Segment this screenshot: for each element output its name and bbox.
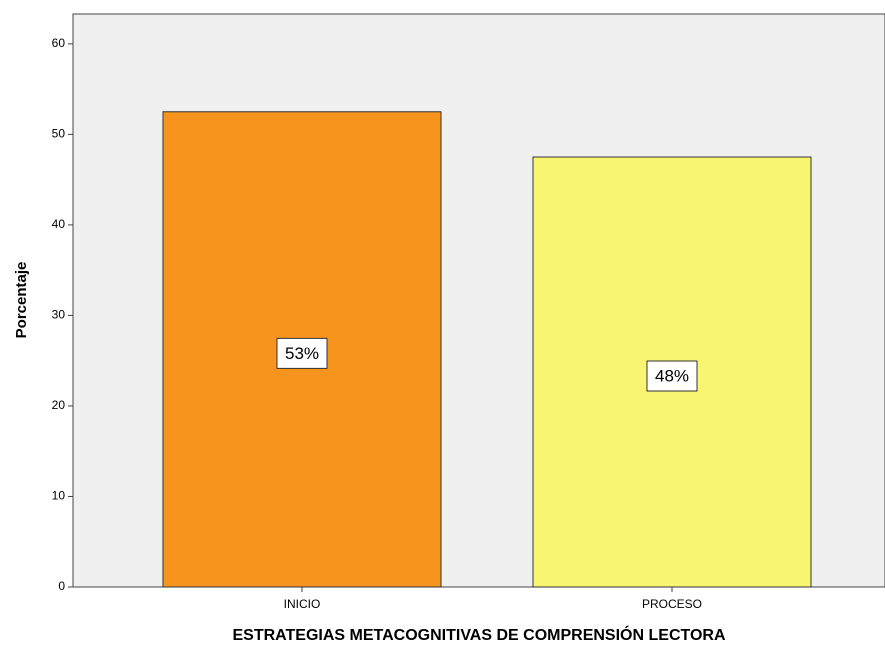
value-label: 48% xyxy=(655,366,689,385)
y-tick-label: 30 xyxy=(52,308,66,322)
y-tick-label: 10 xyxy=(52,489,66,503)
y-axis-title: Porcentaje xyxy=(13,262,30,339)
value-label-box xyxy=(276,337,328,369)
x-axis-title: ESTRATEGIAS METACOGNITIVAS DE COMPRENSIÓ… xyxy=(232,625,726,644)
x-tick-label: INICIO xyxy=(284,597,321,611)
value-label: 53% xyxy=(285,344,319,363)
x-tick-label: PROCESO xyxy=(642,597,702,611)
y-tick-label: 50 xyxy=(52,127,66,141)
value-label-box xyxy=(646,360,698,392)
y-tick-label: 20 xyxy=(52,398,66,412)
y-tick-label: 0 xyxy=(58,579,65,593)
y-tick-label: 60 xyxy=(52,36,66,50)
y-tick-label: 40 xyxy=(52,217,66,231)
